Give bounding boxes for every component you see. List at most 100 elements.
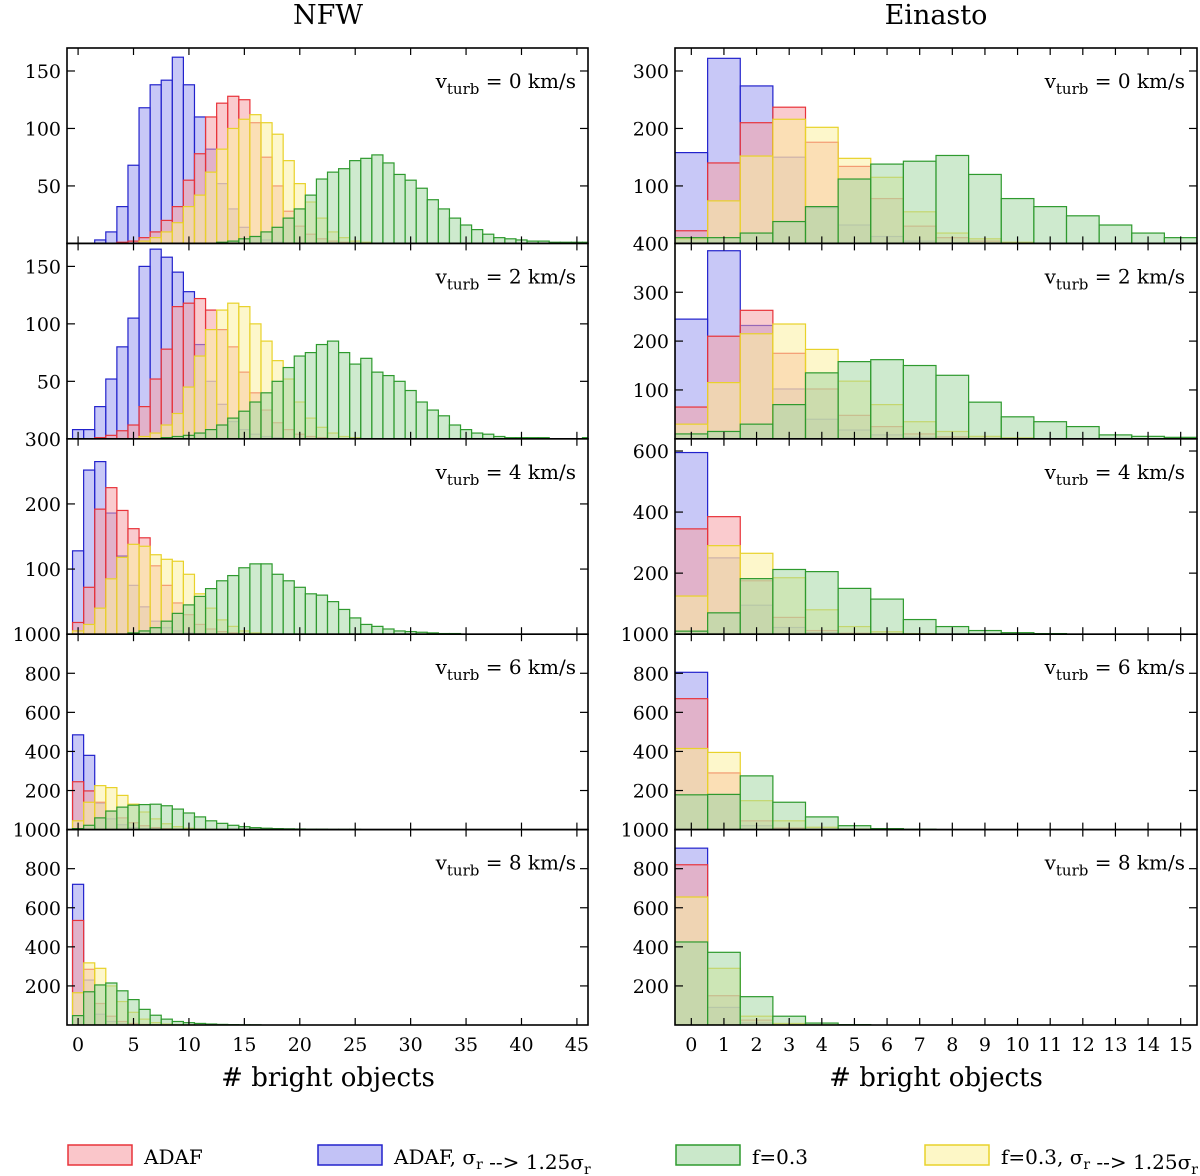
bar-f03: [337, 351, 351, 439]
bar-f03: [393, 173, 406, 244]
bar-adaf_s: [94, 406, 107, 439]
bar-f03: [193, 595, 207, 635]
bar-f03: [282, 366, 295, 439]
bar-f03: [216, 822, 229, 830]
y-tick-label: 600: [25, 898, 61, 920]
legend-swatch-f03: [675, 1144, 741, 1166]
bar-adaf_s: [116, 206, 129, 244]
bar-f03: [171, 612, 184, 635]
bar-adaf_s: [675, 152, 709, 244]
bar-f03: [193, 432, 207, 439]
bar-f03_s: [707, 382, 741, 439]
bar-f03: [870, 359, 904, 439]
x-tick-label: 4: [816, 1034, 828, 1056]
vturb-label: vturb = 6 km/s: [435, 655, 576, 684]
x-tick-label: 10: [1005, 1034, 1029, 1056]
bar-f03_s: [149, 237, 162, 244]
panel-1-3: 200 400 600 800 1000 vturb = 6 km/s: [621, 624, 1198, 831]
x-tick-label: 5: [848, 1034, 860, 1056]
bar-f03_s: [193, 355, 207, 439]
y-tick-label: 100: [633, 176, 669, 198]
bar-adaf_s: [71, 550, 85, 635]
x-tick-label: 30: [399, 1034, 423, 1056]
vturb-label: vturb = 2 km/s: [435, 264, 576, 293]
bar-f03_s: [238, 118, 251, 244]
bar-f03_s: [94, 607, 107, 635]
x-tick-label: 11: [1038, 1034, 1062, 1056]
bar-f03: [282, 217, 295, 244]
bar-f03: [471, 229, 484, 244]
x-tick-label: 0: [685, 1034, 697, 1056]
bar-f03: [415, 401, 428, 439]
bar-f03: [105, 982, 118, 1025]
vturb-label: vturb = 0 km/s: [1044, 69, 1185, 98]
legend-swatch-adaf_s: [317, 1144, 383, 1166]
bar-f03: [371, 154, 384, 244]
panel-0-4: 200 400 600 800 1000 0 5 10 15 20 25 30 35 40 45 vturb …: [13, 820, 589, 1056]
bar-f03: [216, 424, 229, 439]
bar-f03_s: [149, 554, 162, 635]
y-tick-label: 1000: [621, 624, 669, 646]
y-tick-label: 200: [25, 976, 61, 998]
bar-f03: [382, 374, 395, 439]
bar-f03: [968, 173, 1002, 244]
y-tick-label: 100: [25, 118, 61, 140]
bar-f03: [326, 171, 340, 244]
bar-adaf_s: [116, 346, 129, 439]
panel-0-2: 100 200 300 vturb = 4 km/s: [25, 429, 589, 635]
bar-adaf_s: [149, 84, 162, 244]
x-tick-label: 45: [565, 1034, 589, 1056]
bar-f03: [94, 817, 107, 830]
bar-f03_s: [227, 127, 240, 244]
bar-f03: [171, 808, 184, 830]
vturb-label: vturb = 4 km/s: [435, 460, 576, 489]
y-tick-label: 1000: [621, 820, 669, 842]
bar-f03: [902, 160, 937, 244]
bar-f03: [249, 235, 262, 244]
bar-f03_s: [260, 122, 273, 244]
y-tick-label: 600: [25, 702, 61, 724]
y-tick-label: 300: [633, 61, 669, 83]
y-tick-label: 200: [633, 976, 669, 998]
bar-f03_s: [739, 333, 774, 439]
bar-f03: [437, 415, 451, 439]
bar-f03_s: [171, 222, 184, 244]
bar-f03: [837, 178, 872, 244]
bar-f03: [448, 217, 462, 244]
bar-f03: [94, 984, 107, 1025]
x-tick-label: 0: [72, 1034, 84, 1056]
bar-f03_s: [127, 543, 140, 635]
bar-f03: [360, 623, 373, 635]
x-axis-label-einasto: # bright objects: [829, 1063, 1043, 1093]
bar-f03_s: [707, 200, 741, 244]
bar-f03_s: [204, 329, 218, 439]
panel-frame: [674, 828, 1198, 1026]
legend: ADAF ADAF, σr --> 1.25σr f=0.3 f=0.3, σr --…: [67, 1144, 1198, 1176]
bar-f03: [160, 805, 173, 830]
bar-f03: [204, 820, 218, 830]
bar-f03: [349, 363, 362, 439]
y-tick-label: 50: [37, 176, 61, 198]
y-tick-label: 400: [25, 741, 61, 763]
bar-f03: [315, 594, 329, 635]
bar-f03: [227, 417, 240, 439]
x-tick-label: 15: [232, 1034, 256, 1056]
x-tick-label: 1: [718, 1034, 730, 1056]
bar-f03: [337, 608, 351, 635]
bar-f03: [337, 168, 351, 244]
bar-f03: [393, 380, 406, 439]
bar-f03: [260, 563, 273, 635]
bar-f03: [870, 163, 904, 244]
y-tick-label: 400: [25, 937, 61, 959]
bar-f03: [249, 401, 262, 439]
panel-frame: [66, 828, 589, 1026]
x-tick-label: 15: [1169, 1034, 1193, 1056]
legend-label-f03: f=0.3: [752, 1145, 808, 1169]
bar-f03: [902, 364, 937, 439]
bar-f03_s: [216, 309, 229, 439]
bar-f03: [837, 587, 872, 635]
bar-f03: [116, 990, 129, 1025]
bar-f03_s: [149, 432, 162, 439]
y-tick-label: 50: [37, 371, 61, 393]
